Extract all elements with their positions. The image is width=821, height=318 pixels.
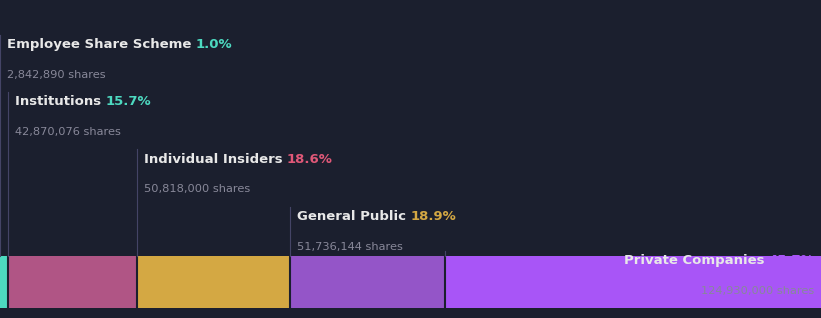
Text: 18.6%: 18.6%: [287, 153, 333, 166]
Text: Employee Share Scheme: Employee Share Scheme: [7, 38, 195, 51]
Text: 124,930,000 shares: 124,930,000 shares: [701, 286, 814, 296]
Bar: [290, 256, 446, 308]
Text: General Public: General Public: [296, 210, 410, 223]
Bar: [137, 256, 290, 308]
Text: 2,842,890 shares: 2,842,890 shares: [7, 70, 105, 80]
Text: 42,870,076 shares: 42,870,076 shares: [15, 127, 121, 137]
Text: 51,736,144 shares: 51,736,144 shares: [296, 242, 402, 252]
Text: 50,818,000 shares: 50,818,000 shares: [144, 184, 250, 194]
Text: 1.0%: 1.0%: [195, 38, 232, 51]
Bar: [0, 256, 8, 308]
Text: 15.7%: 15.7%: [106, 95, 151, 108]
Text: 45.7%: 45.7%: [768, 254, 814, 267]
Text: Institutions: Institutions: [15, 95, 106, 108]
Text: Individual Insiders: Individual Insiders: [144, 153, 287, 166]
Bar: [8, 256, 137, 308]
Text: Private Companies: Private Companies: [624, 254, 768, 267]
Text: 18.9%: 18.9%: [410, 210, 456, 223]
Bar: [446, 256, 821, 308]
